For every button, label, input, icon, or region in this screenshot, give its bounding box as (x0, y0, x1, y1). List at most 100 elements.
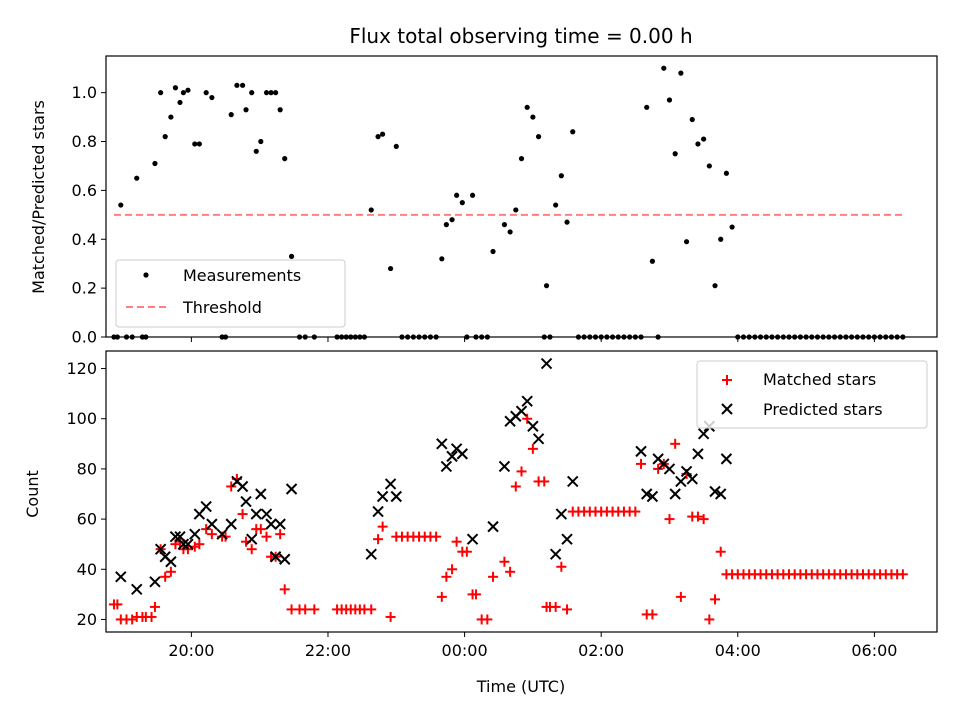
matched-stars-point (237, 509, 248, 520)
measurement-point (180, 90, 187, 96)
predicted-stars-point (715, 488, 727, 500)
measurement-point (380, 131, 386, 137)
bottom-plot-area: 20 40 60 80 100 120 20:00 22:00 00:00 02:00 04:00 0… (66, 357, 908, 660)
measurement-point (661, 65, 667, 71)
matched-stars-point (704, 614, 715, 625)
predicted-stars-point (177, 538, 190, 550)
measurement-point (196, 141, 202, 147)
top-chart-ylabel: Matched/Predicted stars (29, 100, 48, 294)
measurement-point (570, 129, 576, 135)
y-tick-label: 1.0 (72, 83, 97, 102)
matched-stars-point (470, 589, 481, 600)
legend-measurements-marker (143, 272, 149, 278)
predicted-stars-point (269, 551, 282, 563)
matched-stars-point (522, 413, 533, 424)
predicted-stars-point (250, 508, 262, 520)
matched-stars-point (194, 539, 205, 550)
predicted-stars-point (561, 533, 573, 545)
measurement-point (490, 248, 496, 255)
top-chart-title: Flux total observing time = 0.00 h (349, 24, 692, 48)
matched-stars-point (431, 531, 442, 542)
measurement-point (558, 173, 564, 179)
matched-stars-point (670, 438, 681, 449)
measurement-point (443, 222, 449, 228)
measurement-point (723, 170, 730, 176)
matched-stars-point (112, 599, 123, 610)
matched-stars-point (149, 601, 160, 612)
predicted-stars-point (225, 518, 237, 530)
measurement-point (535, 134, 542, 140)
predicted-stars-point (236, 480, 249, 493)
matched-stars-point (441, 571, 452, 582)
matched-stars-point (373, 534, 384, 545)
predicted-stars-point (376, 490, 389, 503)
predicted-stars-point (216, 528, 228, 540)
measurement-point (712, 283, 718, 289)
y-tick-label: 0.0 (72, 328, 97, 347)
matched-stars-point (527, 443, 538, 454)
y-tick-label: 0.8 (72, 132, 97, 151)
x-tick-label: 06:00 (851, 641, 897, 660)
predicted-stars-point (549, 548, 562, 560)
measurement-point (649, 258, 656, 264)
predicted-stars-point (154, 543, 167, 555)
predicted-stars-point (240, 495, 252, 508)
matched-stars-point (710, 594, 721, 605)
measurement-point (553, 202, 559, 208)
predicted-stars-point (675, 475, 687, 488)
predicted-stars-point (265, 518, 277, 530)
bottom-chart-xlabel: Time (UTC) (476, 677, 565, 696)
top-legend-box (115, 259, 346, 328)
matched-stars-point (897, 569, 908, 580)
predicted-stars-point (555, 508, 568, 520)
measurement-point (253, 148, 259, 154)
measurement-point (701, 136, 707, 142)
matched-stars-point (201, 524, 212, 535)
x-tick-label: 04:00 (715, 641, 761, 660)
predicted-stars-point (246, 533, 258, 545)
y-tick-label: 40 (77, 560, 97, 579)
measurement-point (507, 229, 513, 235)
predicted-stars-point (720, 453, 733, 465)
matched-stars-point (630, 506, 641, 517)
measurement-point (678, 70, 684, 76)
predicted-stars-point (641, 488, 653, 500)
measurement-point (192, 141, 198, 147)
y-tick-label: 0.6 (72, 181, 97, 200)
matched-stars-point (165, 566, 176, 577)
bottom-legend: Matched stars Predicted stars (696, 360, 928, 429)
matched-stars-point (451, 536, 462, 547)
measurement-point (375, 134, 381, 140)
measurement-point (683, 239, 690, 245)
y-tick-label: 60 (77, 510, 97, 529)
matched-stars-point (436, 591, 447, 602)
y-tick-label: 120 (66, 359, 97, 378)
predicted-stars-point (279, 553, 291, 565)
predicted-stars-point (255, 488, 267, 500)
predicted-stars-point (285, 483, 298, 495)
measurement-point (718, 236, 724, 242)
matched-stars-point (279, 584, 290, 595)
measurement-point (439, 256, 445, 262)
predicted-stars-point (189, 528, 201, 540)
predicted-stars-point (527, 420, 539, 432)
matched-stars-point (461, 546, 472, 557)
predicted-stars-point (709, 485, 721, 498)
measurement-point (288, 253, 295, 259)
matched-stars-point (516, 466, 527, 477)
measurement-point (454, 192, 460, 198)
predicted-stars-point (669, 488, 681, 500)
predicted-stars-point (680, 465, 693, 478)
measurement-point (524, 104, 530, 110)
y-tick-label: 100 (66, 409, 97, 428)
measurement-point (706, 163, 712, 169)
matched-stars-point (647, 609, 658, 620)
predicted-stars-point (115, 571, 127, 583)
top-legend: Measurements Threshold (115, 259, 346, 328)
measurement-point (263, 90, 270, 96)
measurement-point (282, 156, 288, 162)
measurement-point (666, 97, 673, 103)
matched-stars-point (488, 571, 499, 582)
measurement-point (118, 202, 124, 208)
